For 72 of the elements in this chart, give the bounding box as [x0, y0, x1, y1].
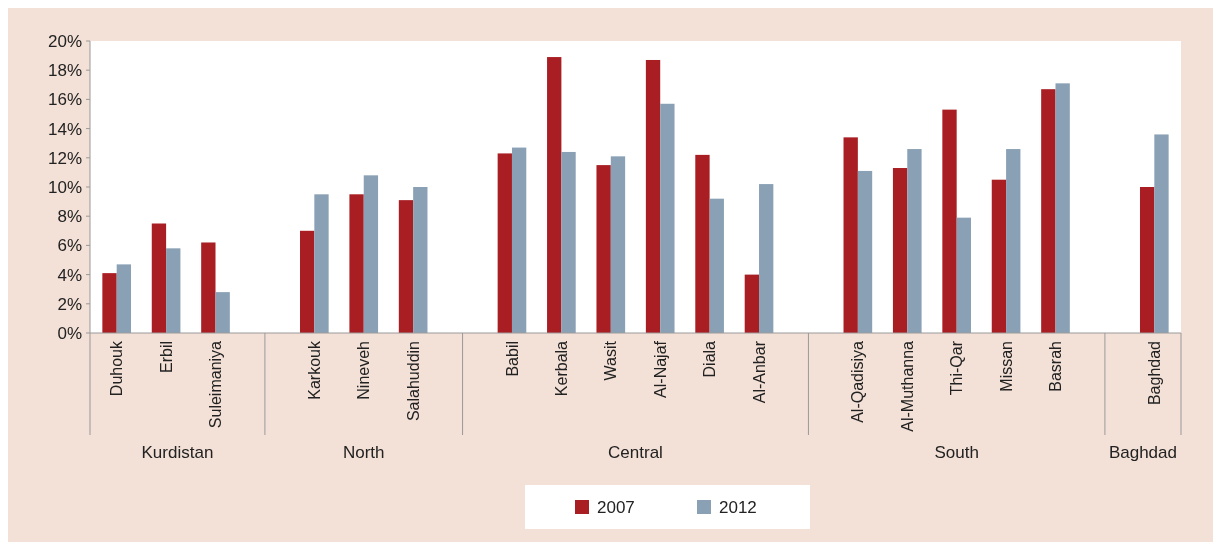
text: Central	[608, 443, 663, 462]
x-tick-label: Babil	[503, 341, 521, 377]
x-tick-label: Al-Anbar	[750, 340, 768, 404]
text: South	[934, 443, 979, 462]
y-tick-label: 14%	[47, 119, 82, 139]
text: Kurdistan	[141, 443, 214, 462]
bar	[1041, 89, 1056, 333]
bar	[561, 151, 576, 333]
bar	[151, 223, 167, 333]
x-tick-label: Al-Muthanna	[898, 340, 916, 432]
x-tick-label: Salahuddin	[404, 341, 422, 422]
y-tick-label: 2%	[57, 294, 82, 314]
text: North	[342, 443, 385, 462]
bar	[645, 59, 661, 333]
y-tick-label: 0%	[57, 323, 82, 343]
x-tick-label: Baghdad	[1145, 341, 1163, 406]
bar	[102, 273, 117, 333]
bar	[314, 194, 329, 333]
x-tick-label: Duhouk	[108, 340, 126, 397]
bar	[166, 248, 181, 333]
x-tick-label: Karkouk	[305, 340, 323, 400]
bar	[695, 154, 710, 333]
text: Baghdad	[1108, 443, 1177, 462]
x-tick-label: Thi-Qar	[948, 340, 966, 396]
bar	[300, 230, 315, 333]
legend-label: 2012	[719, 497, 757, 517]
bar	[201, 242, 216, 333]
y-tick-label: 10%	[47, 177, 82, 197]
x-tick-label: Al-Qadisiya	[849, 340, 867, 423]
bar	[511, 147, 527, 333]
bar	[759, 184, 774, 333]
y-tick-label: 8%	[57, 207, 82, 227]
x-tick-label: Kerbala	[552, 340, 570, 397]
bar	[660, 103, 675, 333]
y-tick-label: 16%	[47, 90, 82, 110]
bar	[843, 137, 858, 333]
x-tick-label: Suleimaniya	[207, 340, 225, 429]
y-tick-label: 4%	[57, 265, 82, 285]
x-tick-label: Missan	[997, 341, 1015, 392]
x-tick-label: Al-Najaf	[651, 340, 669, 398]
x-tick-label: Diala	[701, 340, 719, 378]
y-tick-label: 6%	[57, 236, 82, 256]
bar	[1055, 83, 1070, 333]
bar	[547, 57, 562, 333]
bar	[398, 200, 414, 333]
bar	[349, 194, 364, 333]
y-tick-label: 20%	[47, 31, 82, 51]
x-tick-label: Erbil	[157, 341, 175, 374]
bar	[907, 149, 922, 333]
bar	[215, 292, 230, 333]
bar	[116, 264, 132, 333]
x-tick-label: Nineveh	[355, 341, 373, 400]
legend-label: 2007	[597, 497, 635, 517]
x-tick-label: Wasit	[602, 340, 620, 381]
x-tick-label: Basrah	[1047, 341, 1065, 392]
bar	[1154, 134, 1169, 333]
bar	[892, 168, 908, 333]
y-tick-label: 18%	[47, 61, 82, 81]
bar	[610, 156, 626, 333]
bar	[596, 165, 611, 333]
bar	[956, 217, 971, 333]
bar	[942, 109, 957, 333]
bar	[744, 274, 760, 333]
bar	[709, 198, 724, 333]
bar	[857, 170, 873, 333]
bar	[413, 187, 428, 333]
bar	[497, 153, 512, 333]
bar	[1139, 187, 1155, 333]
bar	[991, 179, 1007, 333]
y-tick-label: 12%	[47, 148, 82, 168]
bar	[363, 175, 379, 333]
bar	[1006, 149, 1021, 333]
